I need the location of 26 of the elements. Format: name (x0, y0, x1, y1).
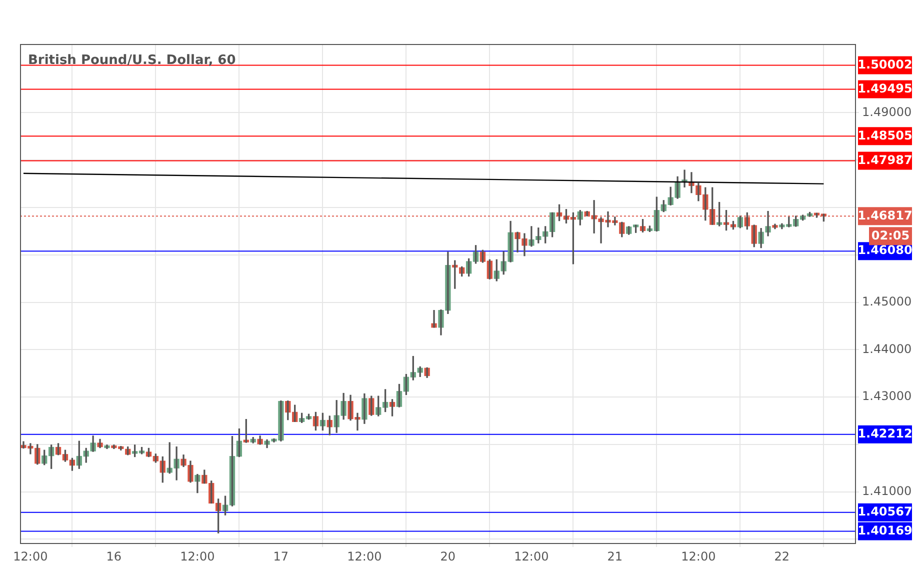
text: British Pound/U.S. Dollar, 60 (28, 53, 236, 68)
ref-line-label: 1.48505 (858, 128, 912, 142)
ref-line-label: 1.47987 (858, 152, 912, 167)
x-tick-label: 20 (440, 549, 456, 564)
x-tick-label: 12:00 (13, 549, 48, 564)
ref-line-label: 1.49495 (858, 81, 912, 96)
x-tick-label: 12:00 (347, 549, 382, 564)
y-tick-label: 1.41000 (862, 484, 912, 498)
x-tick-label: 21 (607, 549, 623, 564)
ref-line-label: 1.50002 (858, 57, 912, 72)
x-tick-label: 12:00 (514, 549, 549, 564)
x-tick-label: 12:00 (681, 549, 716, 564)
y-tick-label: 1.44000 (862, 342, 912, 356)
text: 02:05 (871, 228, 910, 242)
y-tick-label: 1.49000 (862, 104, 912, 119)
x-tick-label: 22 (774, 549, 790, 564)
x-tick-label: 16 (106, 549, 122, 564)
y-tick-label: 1.45000 (862, 294, 912, 308)
ref-line-label: 1.46817 (858, 208, 912, 222)
x-tick-label: 17 (273, 549, 289, 564)
x-tick-label: 12:00 (180, 549, 215, 564)
ref-line-label: 1.42212 (858, 426, 912, 441)
ref-line-label: 1.46080 (858, 243, 912, 258)
ref-line-label: 1.40169 (858, 523, 912, 538)
ref-line-label: 1.40567 (858, 504, 912, 518)
y-tick-label: 1.43000 (862, 389, 912, 404)
